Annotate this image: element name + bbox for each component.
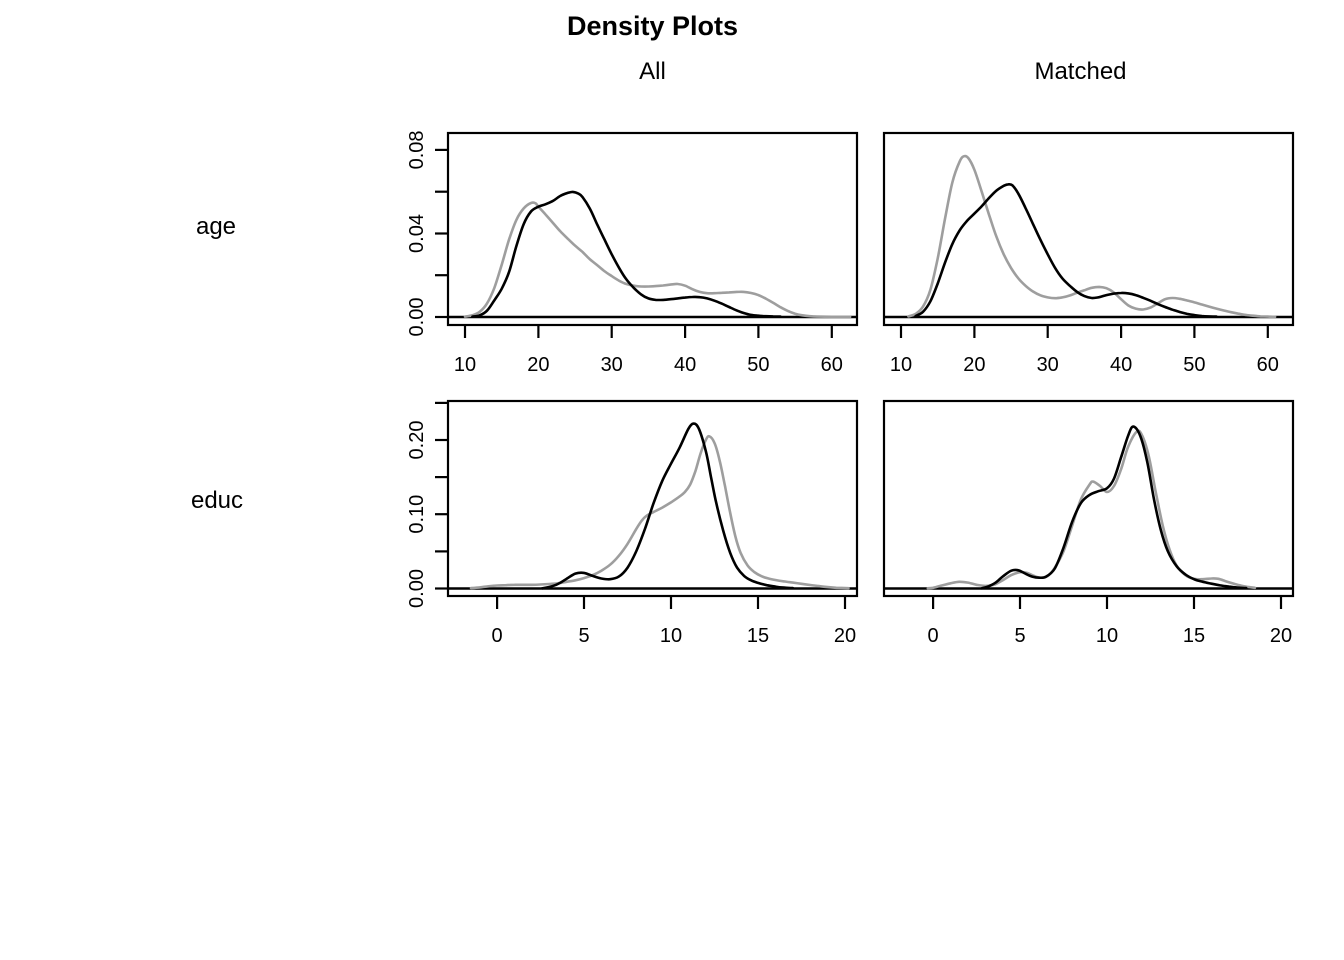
column-header-all: All bbox=[639, 58, 666, 85]
x-tick-label: 10 bbox=[1096, 625, 1118, 647]
x-tick-label: 20 bbox=[527, 354, 549, 376]
x-tick-label: 10 bbox=[660, 625, 682, 647]
x-tick-label: 60 bbox=[1257, 354, 1279, 376]
page-title: Density Plots bbox=[566, 11, 739, 41]
column-header-matched: Matched bbox=[1034, 58, 1127, 85]
x-tick-label: 15 bbox=[747, 625, 769, 647]
x-tick-label: 10 bbox=[890, 354, 912, 376]
y-tick-label: 0.00 bbox=[406, 298, 428, 337]
treated-density-curve bbox=[471, 190, 782, 318]
row-label-age: age bbox=[195, 213, 237, 240]
treated-density-curve bbox=[541, 422, 795, 590]
x-tick-label: 0 bbox=[492, 625, 503, 647]
y-tick-label: 0.20 bbox=[406, 421, 428, 460]
x-tick-label: 0 bbox=[928, 625, 939, 647]
y-tick-label: 0.04 bbox=[406, 214, 428, 253]
x-tick-label: 5 bbox=[578, 625, 589, 647]
x-tick-label: 40 bbox=[674, 354, 696, 376]
x-tick-label: 10 bbox=[454, 354, 476, 376]
panel-educ-all: 0 5 10 15 20 0.00 0.10 0.20 bbox=[406, 399, 859, 647]
panel-border bbox=[882, 131, 1295, 327]
y-tick-label: 0.10 bbox=[406, 495, 428, 534]
row-label-educ: educ bbox=[190, 487, 244, 514]
x-tick-label: 20 bbox=[1270, 625, 1292, 647]
panel-age-matched: 10 20 30 40 50 60 bbox=[882, 131, 1295, 376]
control-density-curve bbox=[926, 429, 1257, 590]
treated-density-curve bbox=[914, 182, 1218, 318]
panel-border bbox=[446, 399, 859, 598]
x-tick-label: 30 bbox=[601, 354, 623, 376]
control-density-curve bbox=[469, 434, 850, 590]
x-tick-label: 5 bbox=[1014, 625, 1025, 647]
panel-age-all: 10 20 30 40 50 60 0.00 0.04 0.08 bbox=[406, 130, 859, 376]
y-tick-label: 0.00 bbox=[406, 569, 428, 608]
control-density-curve bbox=[907, 154, 1277, 319]
x-tick-label: 30 bbox=[1037, 354, 1059, 376]
x-tick-label: 40 bbox=[1110, 354, 1132, 376]
panel-educ-matched: 0 5 10 15 20 bbox=[882, 399, 1295, 647]
x-tick-label: 50 bbox=[747, 354, 769, 376]
panel-border bbox=[882, 399, 1295, 598]
x-tick-label: 50 bbox=[1183, 354, 1205, 376]
treated-density-curve bbox=[980, 425, 1248, 590]
x-tick-label: 15 bbox=[1183, 625, 1205, 647]
panel-border bbox=[446, 131, 859, 327]
y-tick-label: 0.08 bbox=[406, 130, 428, 169]
x-tick-label: 20 bbox=[834, 625, 856, 647]
x-tick-label: 20 bbox=[963, 354, 985, 376]
control-density-curve bbox=[463, 201, 852, 319]
x-tick-label: 60 bbox=[821, 354, 843, 376]
